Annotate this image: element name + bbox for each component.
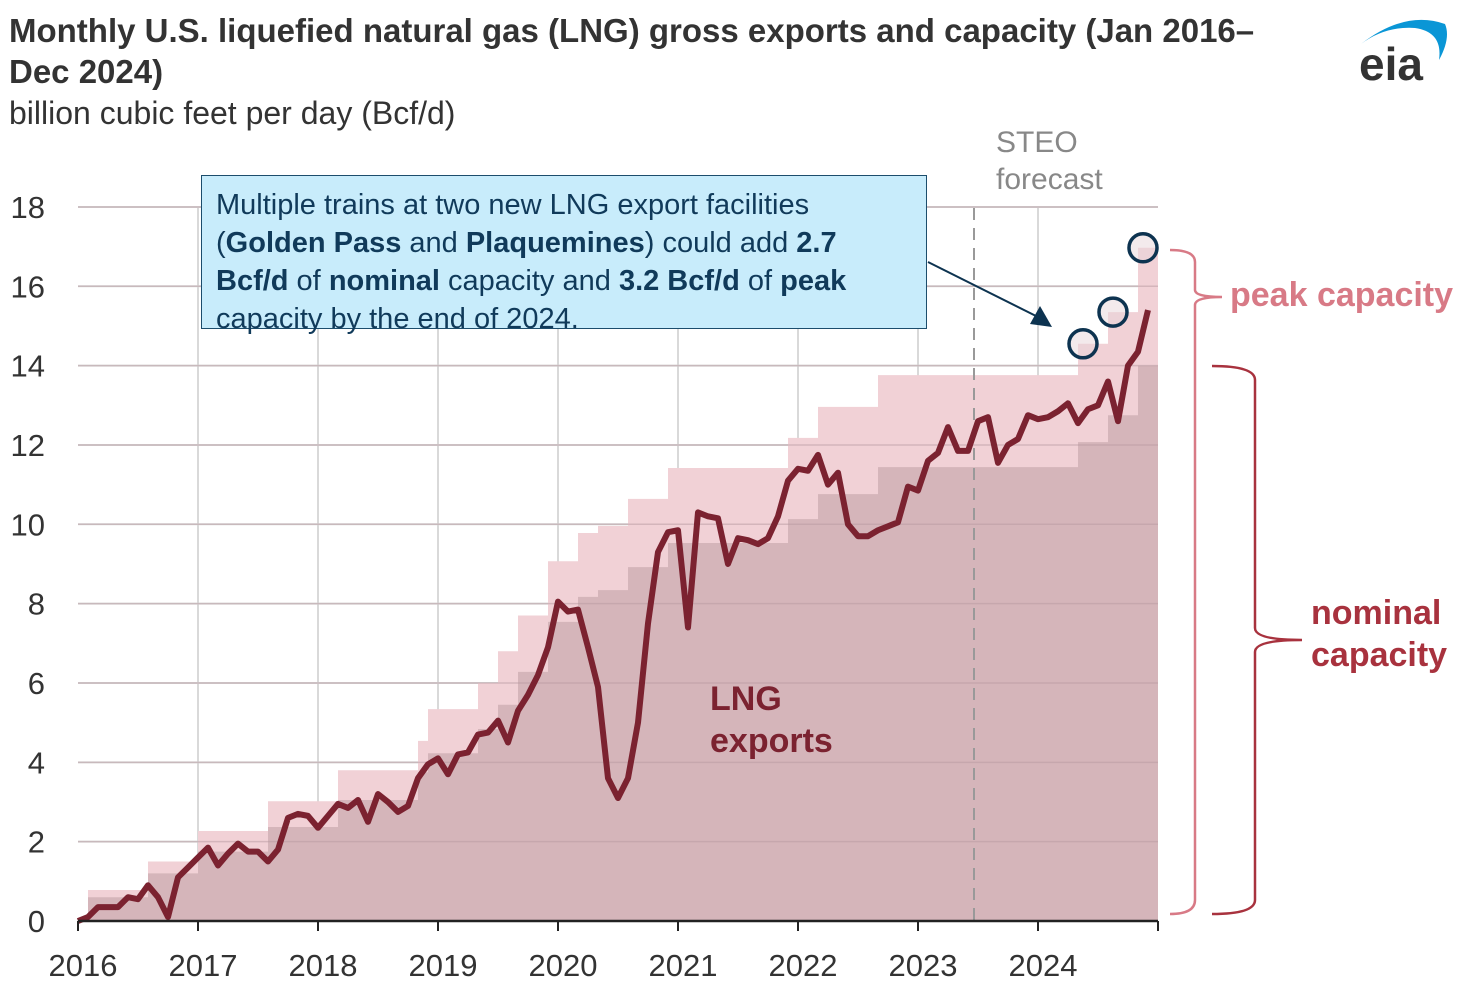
y-tick-label: 2 [28,825,45,860]
annotation-emphasis: 3.2 Bcf/d [618,265,740,297]
x-tick-label: 2022 [769,948,838,983]
nominal-capacity-label: capacity [1311,636,1447,674]
chart-subtitle: billion cubic feet per day (Bcf/d) [9,95,456,131]
annotation-emphasis: Golden Pass [225,227,402,259]
lng-exports-line [76,309,1151,924]
annotation-arrow-line [927,261,1041,319]
x-tick-label: 2021 [649,948,718,983]
forecast-label: STEO [996,126,1078,159]
peak-capacity-brace [1169,248,1223,916]
x-tick-label: 2019 [409,948,478,983]
forecast-marker: STEO forecast [973,126,1103,921]
x-tick-label: 2024 [1009,948,1078,983]
exports-label: exports [710,722,833,760]
annotation-text: capacity by the end of 2024. [216,303,579,335]
axes: 0 2 4 6 8 10 12 14 16 18 2016 2017 2018 2019 2020 2021 2… [11,190,1159,983]
annotation-text: capacity and [439,265,619,297]
peak-highlight-circle [1097,296,1129,328]
annotation-emphasis: 2.7 Bcf/d [216,227,837,297]
x-tick-label: 2017 [169,948,238,983]
y-tick-label: 16 [11,269,45,304]
y-tick-label: 8 [28,587,45,622]
y-tick-label: 0 [28,904,45,939]
exports-line-group [76,232,1159,924]
y-tick-label: 12 [11,428,45,463]
annotation-emphasis: peak [780,265,847,297]
annotation-arrowhead [1030,306,1052,327]
annotation-box: Multiple trains at two new LNG export fa… [201,175,927,335]
peak-highlight-circle [1067,328,1099,360]
x-tick-label: 2018 [289,948,358,983]
chart-title: Monthly U.S. liquefied natural gas (LNG)… [9,12,1255,90]
x-tick-label: 2016 [49,948,118,983]
y-tick-label: 14 [11,349,45,384]
eia-logo: eia [1359,19,1447,88]
y-tick-label: 4 [28,745,45,780]
annotation-text: and [401,227,466,259]
x-tick-label: 2020 [529,948,598,983]
annotation-text: of [739,265,781,297]
peak-highlight-circle [1127,232,1159,264]
svg-text:eia: eia [1359,38,1423,88]
forecast-label: forecast [996,163,1103,196]
y-tick-label: 18 [11,190,45,225]
series-labels: LNG exports peak capacity nominal capacity [710,248,1453,916]
annotation-emphasis: Plaquemines [465,227,645,259]
x-tick-label: 2023 [889,948,958,983]
annotation-text: of [288,265,329,297]
nominal-capacity-area [88,365,1158,921]
y-tick-label: 6 [28,666,45,701]
annotation-emphasis: nominal [328,265,440,297]
annotation-text: Multiple trains at two new LNG export fa… [216,189,810,259]
exports-label: LNG [710,680,782,718]
annotation-text: ) could add [644,227,797,259]
nominal-capacity-label: nominal [1311,594,1441,632]
peak-capacity-label: peak capacity [1230,276,1453,314]
y-tick-label: 10 [11,507,45,542]
nominal-capacity-brace [1211,364,1303,916]
